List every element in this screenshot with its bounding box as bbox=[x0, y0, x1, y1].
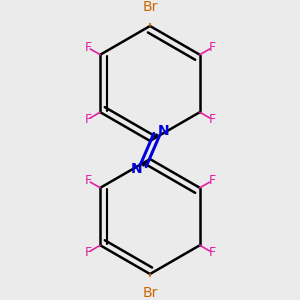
Text: N: N bbox=[131, 162, 142, 176]
Text: F: F bbox=[85, 41, 92, 54]
Text: F: F bbox=[208, 112, 215, 126]
Text: Br: Br bbox=[142, 286, 158, 300]
Text: F: F bbox=[85, 246, 92, 259]
Text: F: F bbox=[85, 112, 92, 126]
Text: Br: Br bbox=[142, 0, 158, 14]
Text: F: F bbox=[208, 174, 215, 188]
Text: F: F bbox=[85, 174, 92, 188]
Text: N: N bbox=[158, 124, 169, 138]
Text: F: F bbox=[208, 246, 215, 259]
Text: F: F bbox=[208, 41, 215, 54]
